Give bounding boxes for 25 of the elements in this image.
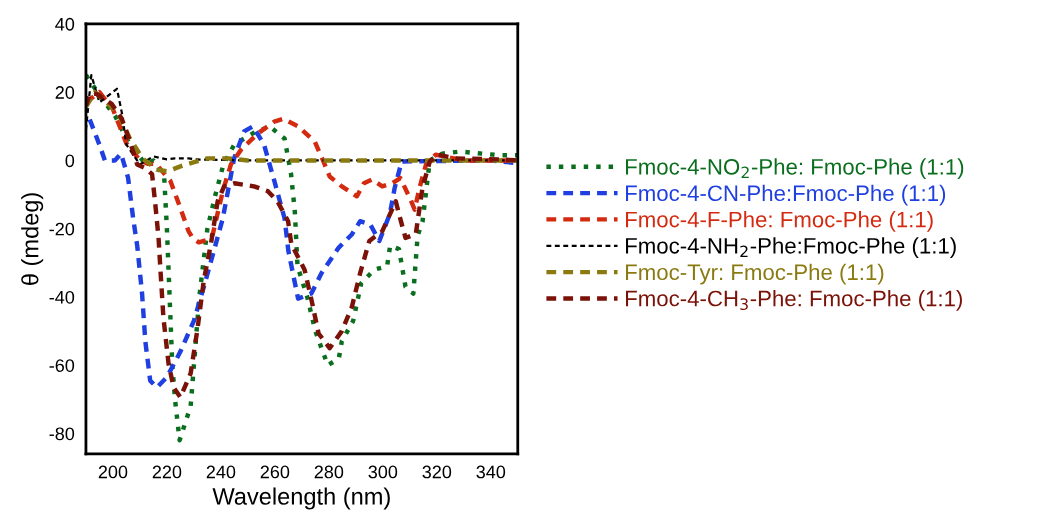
x-tick-label: 260 bbox=[260, 465, 290, 479]
x-tick-label: 300 bbox=[368, 465, 398, 479]
y-tick-label: 0 bbox=[65, 154, 75, 168]
y-tick-label: -80 bbox=[49, 427, 75, 441]
legend-label: Fmoc-4-CN-Phe:Fmoc-Phe (1:1) bbox=[626, 184, 946, 206]
x-tick-label: 340 bbox=[476, 465, 506, 479]
y-tick-label: -40 bbox=[49, 290, 75, 304]
x-tick-label: 220 bbox=[152, 465, 182, 479]
y-tick-label: -60 bbox=[49, 359, 75, 372]
y-tick-label: 40 bbox=[55, 17, 75, 31]
legend-label: Fmoc-Tyr: Fmoc-Phe (1:1) bbox=[626, 263, 884, 285]
x-tick-label: 240 bbox=[206, 465, 236, 479]
x-tick-label: 320 bbox=[422, 465, 452, 479]
x-tick-label: 200 bbox=[98, 465, 128, 479]
x-tick-label: 280 bbox=[314, 465, 344, 479]
legend-label: Fmoc-4-F-Phe: Fmoc-Phe (1:1) bbox=[626, 211, 933, 232]
legend-label: Fmoc-4-NO$_{2}$-Phe: Fmoc-Phe (1:1) bbox=[626, 158, 964, 180]
y-tick-label: -20 bbox=[49, 222, 75, 236]
legend-label: Fmoc-4-NH$_{2}$-Phe:Fmoc-Phe (1:1) bbox=[626, 237, 956, 259]
line-series bbox=[85, 89, 518, 174]
y-tick-label: 20 bbox=[55, 86, 75, 99]
line-series bbox=[85, 72, 518, 443]
x-axis-title: Wavelength (nm) bbox=[212, 487, 390, 510]
legend-label: Fmoc-4-CH$_{3}$-Phe: Fmoc-Phe (1:1) bbox=[626, 290, 962, 311]
y-axis-title: θ (mdeg) bbox=[21, 193, 44, 285]
